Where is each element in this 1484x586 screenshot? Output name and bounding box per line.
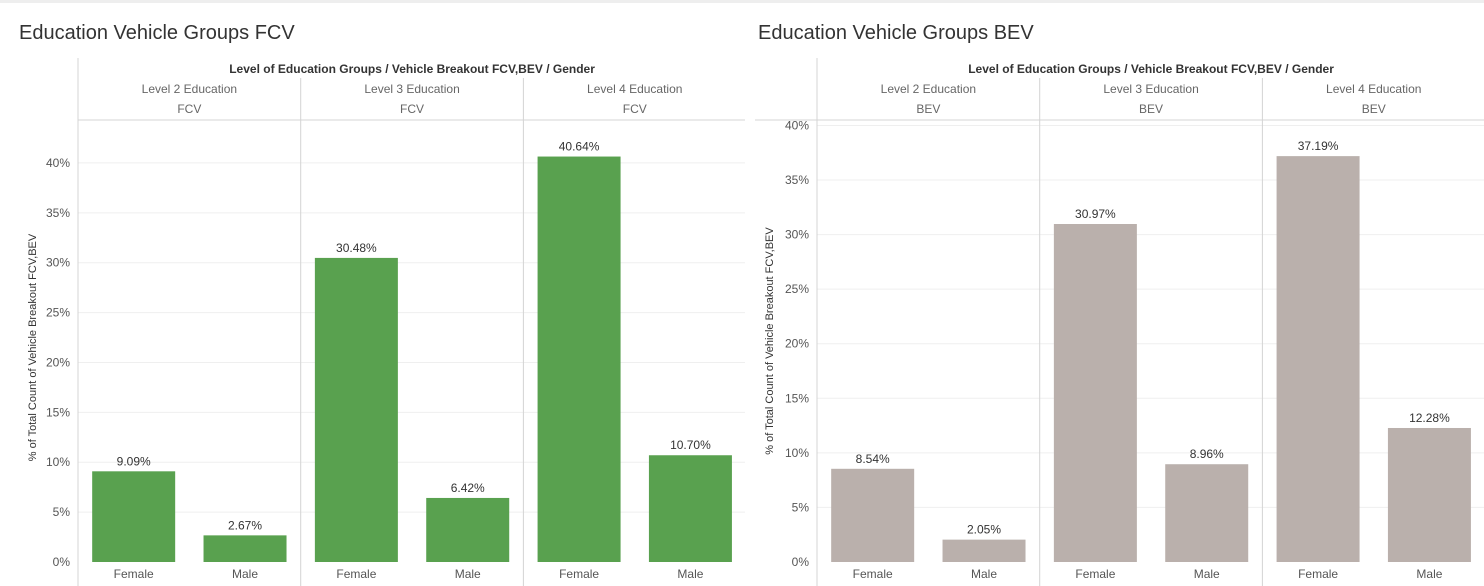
chart-bev: Level of Education Groups / Vehicle Brea… — [755, 58, 1484, 586]
fcv-group-education-label: Level 4 Education — [587, 82, 682, 96]
bev-y-tick-label: 30% — [785, 228, 809, 242]
fcv-bar — [92, 471, 176, 562]
bev-y-tick-label: 40% — [785, 118, 809, 132]
fcv-y-tick-label: 20% — [46, 355, 70, 369]
fcv-bar — [203, 535, 287, 562]
bev-y-tick-label: 0% — [792, 555, 810, 569]
bev-y-tick-label: 10% — [785, 446, 809, 460]
bev-data-label: 2.05% — [967, 523, 1001, 537]
bev-group-vehicle-label: BEV — [1362, 102, 1386, 116]
fcv-group-education-label: Level 3 Education — [364, 82, 459, 96]
bev-bar — [1387, 427, 1471, 562]
fcv-y-tick-label: 25% — [46, 306, 70, 320]
bev-bar — [1165, 464, 1249, 562]
fcv-y-tick-label: 35% — [46, 206, 70, 220]
fcv-data-label: 2.67% — [228, 518, 262, 532]
bev-y-axis-title: % of Total Count of Vehicle Breakout FCV… — [764, 227, 776, 455]
bev-group-vehicle-label: BEV — [916, 102, 940, 116]
fcv-bar — [314, 257, 398, 562]
fcv-x-tick-label: Female — [114, 567, 154, 581]
fcv-bar — [426, 497, 510, 562]
fcv-x-tick-label: Female — [336, 567, 376, 581]
bev-data-label: 8.96% — [1190, 447, 1224, 461]
bev-y-tick-label: 15% — [785, 391, 809, 405]
bev-group-education-label: Level 2 Education — [881, 82, 976, 96]
fcv-y-tick-label: 5% — [53, 505, 71, 519]
fcv-group-vehicle-label: FCV — [400, 102, 424, 116]
bev-x-tick-label: Male — [971, 567, 997, 581]
fcv-data-label: 30.48% — [336, 241, 377, 255]
fcv-data-label: 10.70% — [670, 438, 711, 452]
fcv-y-tick-label: 10% — [46, 455, 70, 469]
bev-x-tick-label: Male — [1416, 567, 1442, 581]
fcv-column-header: Level of Education Groups / Vehicle Brea… — [229, 62, 595, 76]
bev-bar — [1053, 224, 1137, 563]
bev-y-tick-label: 25% — [785, 282, 809, 296]
chart-fcv: Level of Education Groups / Vehicle Brea… — [27, 58, 745, 586]
fcv-data-label: 40.64% — [559, 140, 600, 154]
fcv-group-vehicle-label: FCV — [623, 102, 647, 116]
bev-x-tick-label: Female — [853, 567, 893, 581]
top-border — [0, 0, 1484, 3]
fcv-data-label: 6.42% — [451, 481, 485, 495]
fcv-y-axis-title: % of Total Count of Vehicle Breakout FCV… — [27, 233, 39, 461]
fcv-data-label: 9.09% — [117, 454, 151, 468]
chart-title-bev: Education Vehicle Groups BEV — [758, 22, 1034, 44]
fcv-x-tick-label: Female — [559, 567, 599, 581]
fcv-bar — [648, 455, 732, 562]
fcv-x-tick-label: Male — [455, 567, 481, 581]
fcv-y-tick-label: 0% — [53, 555, 71, 569]
bev-bar — [831, 468, 915, 562]
bev-data-label: 30.97% — [1075, 207, 1116, 221]
chart-title-fcv: Education Vehicle Groups FCV — [19, 22, 295, 44]
bev-x-tick-label: Female — [1298, 567, 1338, 581]
bev-column-header: Level of Education Groups / Vehicle Brea… — [968, 62, 1334, 76]
bev-group-education-label: Level 4 Education — [1326, 82, 1421, 96]
fcv-group-education-label: Level 2 Education — [142, 82, 237, 96]
fcv-group-vehicle-label: FCV — [177, 102, 201, 116]
fcv-y-tick-label: 40% — [46, 156, 70, 170]
bev-bar — [1276, 156, 1360, 562]
bev-x-tick-label: Male — [1194, 567, 1220, 581]
bev-group-vehicle-label: BEV — [1139, 102, 1163, 116]
fcv-bar — [537, 156, 621, 563]
bev-data-label: 12.28% — [1409, 411, 1450, 425]
bev-y-tick-label: 35% — [785, 173, 809, 187]
bev-y-tick-label: 20% — [785, 337, 809, 351]
fcv-y-tick-label: 30% — [46, 256, 70, 270]
bev-data-label: 8.54% — [856, 452, 890, 466]
bev-bar — [942, 539, 1026, 562]
fcv-x-tick-label: Male — [677, 567, 703, 581]
bev-y-tick-label: 5% — [792, 500, 810, 514]
bev-group-education-label: Level 3 Education — [1103, 82, 1198, 96]
fcv-y-tick-label: 15% — [46, 405, 70, 419]
bev-data-label: 37.19% — [1298, 139, 1339, 153]
bev-x-tick-label: Female — [1075, 567, 1115, 581]
fcv-x-tick-label: Male — [232, 567, 258, 581]
